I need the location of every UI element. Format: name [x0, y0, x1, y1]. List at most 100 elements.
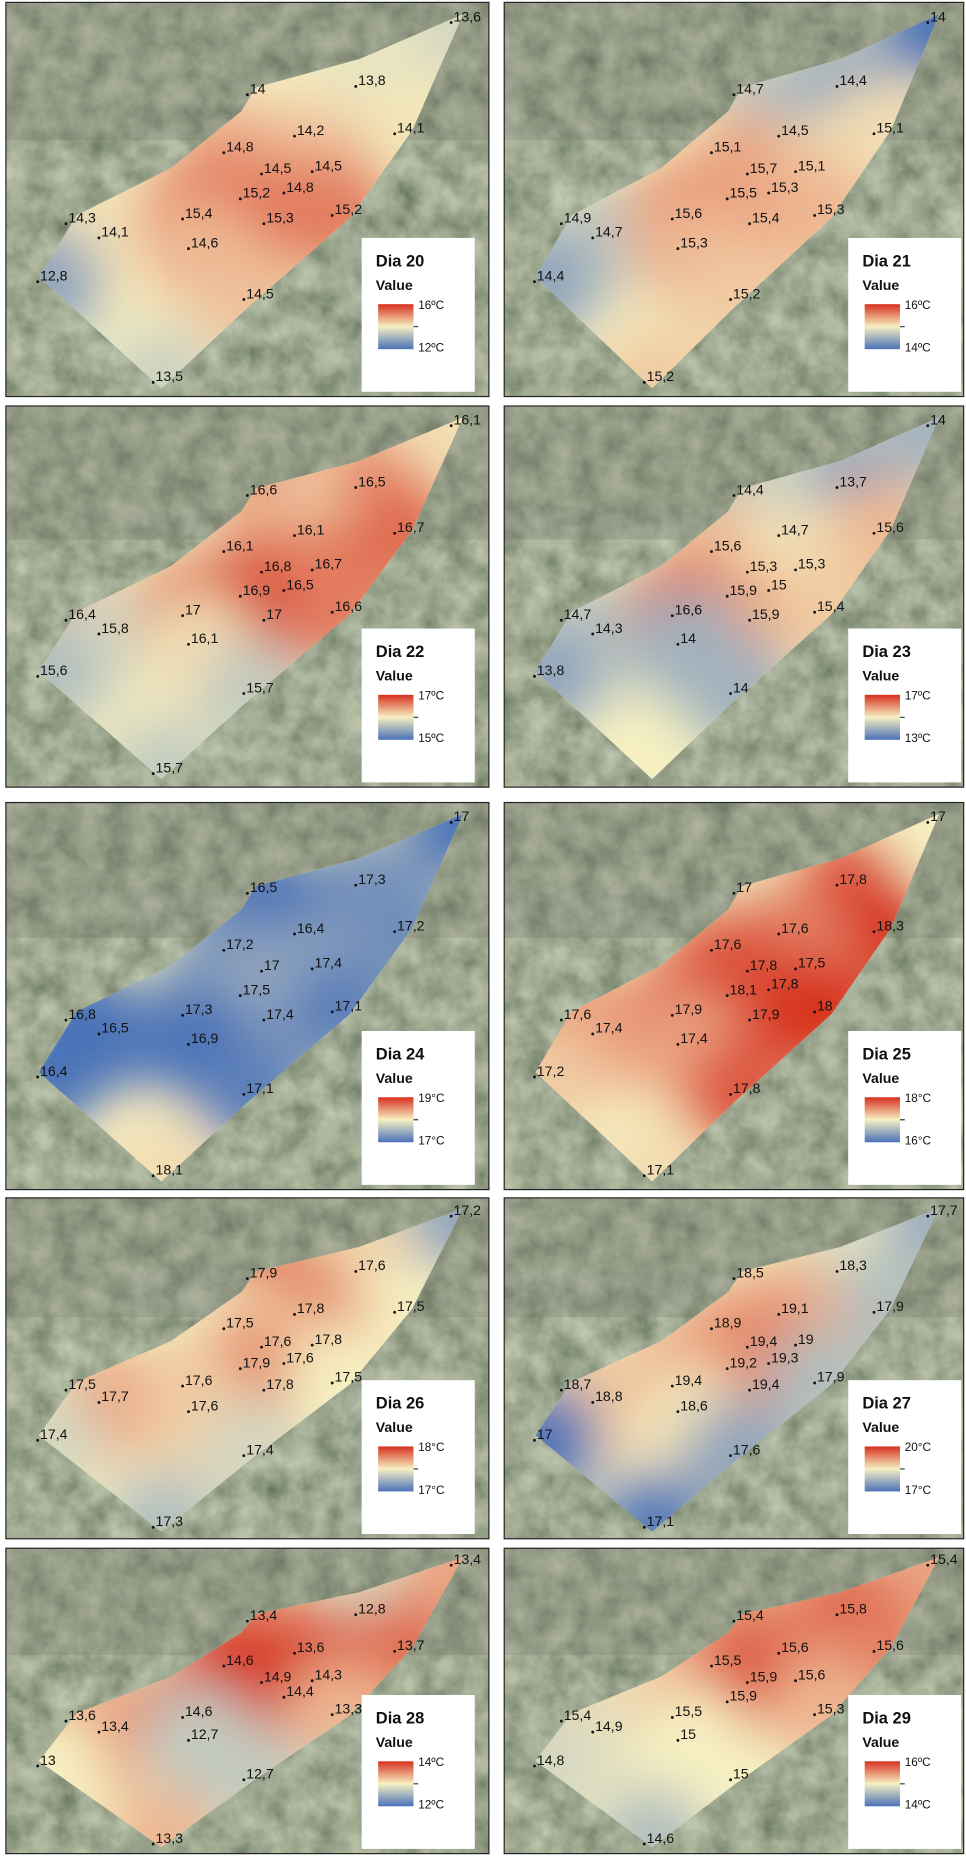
panel-content: 171717,817,618,317,617,817,518,117,817,6… [487, 767, 966, 1234]
station-label: 16,5 [286, 577, 314, 593]
station-dot [354, 1613, 357, 1616]
legend-ramp [865, 304, 900, 349]
station-dot [450, 1215, 453, 1218]
station-label: 13,6 [297, 1640, 325, 1656]
station-dot [450, 424, 453, 427]
station-dot [98, 1033, 101, 1036]
station-dot [729, 298, 732, 301]
station-dot [794, 1679, 797, 1682]
station-label: 17,5 [243, 982, 271, 998]
station-label: 18,5 [736, 1265, 764, 1281]
station-dot [710, 1327, 713, 1330]
station-dot [873, 930, 876, 933]
station-dot [450, 821, 453, 824]
station-dot [813, 611, 816, 614]
station-label: 15 [680, 1727, 696, 1743]
station-label: 17,9 [876, 1299, 904, 1315]
station-label: 19,2 [730, 1355, 758, 1371]
station-dot [65, 222, 68, 225]
station-label: 14,6 [185, 1704, 213, 1720]
station-label: 13,4 [101, 1719, 129, 1735]
station-label: 15,9 [730, 1689, 758, 1705]
station-label: 17 [266, 607, 282, 623]
station-label: 14,7 [736, 81, 764, 97]
legend-ramp [865, 1446, 900, 1491]
station-dot [591, 633, 594, 636]
station-dot [222, 1327, 225, 1330]
station-label: 17,8 [750, 958, 778, 974]
station-label: 17,2 [454, 1203, 482, 1219]
station-label: 16,5 [250, 880, 278, 896]
station-label: 17,4 [246, 1442, 274, 1458]
station-label: 16,6 [250, 482, 278, 498]
map-panel: 15,415,415,815,615,615,515,915,615,915,4… [487, 1508, 966, 1856]
station-dot [242, 692, 245, 695]
legend-ramp [865, 1761, 900, 1806]
station-dot [187, 643, 190, 646]
station-dot [591, 1401, 594, 1404]
station-label: 16,5 [358, 474, 386, 490]
station-label: 17,9 [250, 1265, 278, 1281]
legend-ramp [378, 695, 413, 740]
station-label: 14,5 [781, 123, 809, 139]
legend-ramp [865, 1097, 900, 1142]
legend-min-label: 14ºC [905, 341, 931, 355]
station-label: 18,3 [839, 1258, 867, 1274]
legend-max-label: 16ºC [418, 298, 444, 312]
station-dot [533, 1076, 536, 1079]
station-dot [152, 772, 155, 775]
station-dot [282, 1696, 285, 1699]
station-dot [331, 611, 334, 614]
station-label: 15,3 [750, 559, 778, 575]
legend-value-title: Value [862, 1735, 899, 1751]
station-dot [729, 1778, 732, 1781]
station-dot [36, 1076, 39, 1079]
legend-min-label: 17°C [418, 1134, 445, 1148]
station-dot [65, 1019, 68, 1022]
station-label: 14,2 [297, 123, 325, 139]
station-label: 18,8 [595, 1389, 623, 1405]
station-label: 15,1 [798, 158, 826, 174]
station-label: 15,4 [817, 599, 845, 615]
station-dot [293, 1313, 296, 1316]
station-label: 17,8 [733, 1081, 761, 1097]
legend-min-label: 16°C [905, 1134, 932, 1148]
legend-max-label: 19°C [418, 1091, 445, 1105]
station-label: 19 [798, 1332, 814, 1348]
station-dot [813, 214, 816, 217]
station-label: 17,3 [185, 1002, 213, 1018]
station-dot [393, 1650, 396, 1653]
station-label: 15,3 [817, 1701, 845, 1717]
station-dot [836, 486, 839, 489]
station-label: 15 [771, 577, 787, 593]
station-label: 17 [454, 809, 470, 825]
station-dot [260, 571, 263, 574]
station-dot [643, 1526, 646, 1529]
station-dot [65, 1389, 68, 1392]
station-label: 17,2 [397, 918, 425, 934]
station-dot [794, 568, 797, 571]
station-label: 17,6 [358, 1258, 386, 1274]
station-label: 15,7 [750, 161, 778, 177]
station-label: 14 [733, 680, 749, 696]
station-label: 17,3 [358, 872, 386, 888]
station-dot [311, 1344, 314, 1347]
station-label: 17,8 [266, 1377, 294, 1393]
station-dot [239, 197, 242, 200]
station-dot [836, 884, 839, 887]
station-dot [262, 1019, 265, 1022]
station-dot [794, 1344, 797, 1347]
legend-value-title: Value [862, 1071, 899, 1087]
station-dot [533, 675, 536, 678]
station-label: 14 [930, 412, 946, 428]
station-label: 15,5 [675, 1704, 703, 1720]
station-dot [746, 1346, 749, 1349]
station-label: 13,6 [454, 9, 482, 25]
station-label: 12,8 [358, 1601, 386, 1617]
station-label: 13,4 [454, 1552, 482, 1568]
legend-ramp [378, 1446, 413, 1491]
station-dot [813, 1382, 816, 1385]
legend-ramp [378, 1097, 413, 1142]
station-dot [262, 619, 265, 622]
